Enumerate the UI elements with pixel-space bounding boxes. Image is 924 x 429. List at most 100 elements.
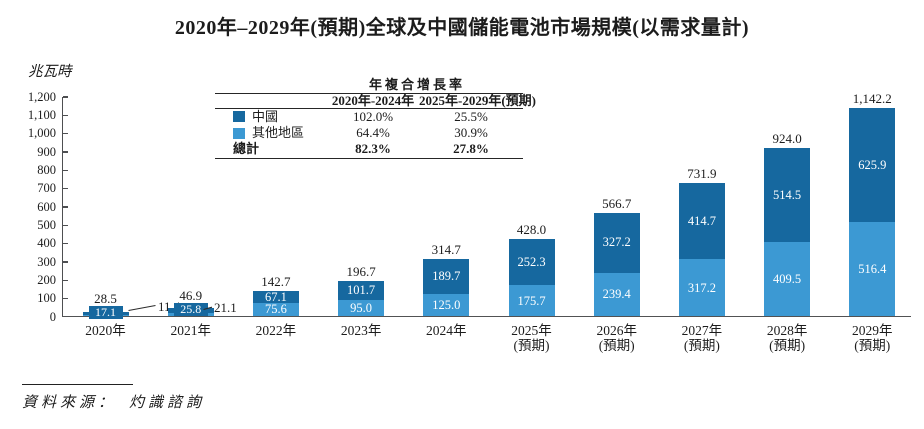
source-note: 資料來源： 灼識諮詢 <box>22 391 205 412</box>
x-axis-label: 2023年 <box>340 322 382 338</box>
y-tick-mark-icon <box>63 133 68 135</box>
cagr-table: 年複合增長率 2020年-2024年 2025年-2029年(預期) 中國 10… <box>215 77 536 159</box>
y-tick-label: 400 <box>37 236 56 251</box>
cagr-row-china: 中國 102.0% 25.5% <box>215 109 523 125</box>
bar-value-other: 409.5 <box>773 271 802 286</box>
y-tick-label: 900 <box>37 144 56 159</box>
bar-value-china: 414.7 <box>687 213 716 228</box>
bar-value-other: 95.0 <box>350 300 373 315</box>
bar-segment-china <box>252 290 299 304</box>
y-tick-mark-icon <box>63 279 68 281</box>
bar-segment-other <box>508 284 555 317</box>
legend-item-china: 中國 <box>215 109 327 125</box>
y-tick-label: 800 <box>37 162 56 177</box>
x-axis-sublabel: (預期) <box>513 338 550 353</box>
y-axis-line <box>62 96 64 317</box>
x-axis-label: 2021年 <box>170 322 211 338</box>
y-tick-label: 700 <box>37 181 56 196</box>
y-tick-mark-icon <box>63 243 68 245</box>
y-tick-label: 500 <box>37 217 56 232</box>
bar-total-label: 1,142.2 <box>852 90 892 106</box>
x-axis-label: 2020年 <box>85 322 126 338</box>
bar-value-china: 514.5 <box>773 187 802 202</box>
y-tick-label: 600 <box>37 199 56 214</box>
x-axis-sublabel: (預期) <box>854 338 891 353</box>
cagr-column-2025-2029: 2025年-2029年(預期) <box>419 93 536 108</box>
bar-segment-other <box>593 273 640 317</box>
y-tick-label: 1,100 <box>27 107 56 122</box>
x-axis-sublabel: (預期) <box>598 338 635 353</box>
bar-value-china-chip: 25.8 <box>173 303 208 316</box>
bar-segment-china <box>508 238 555 285</box>
bar-value-china-chip: 17.1 <box>88 306 123 319</box>
y-tick-mark-icon <box>63 114 68 116</box>
bar-total-label: 566.7 <box>602 196 632 212</box>
x-axis-label: 2026年 <box>596 322 637 338</box>
bar-segment-china <box>678 182 725 259</box>
legend-label-other: 其他地區 <box>252 124 305 140</box>
cagr-value: 25.5% <box>454 108 488 124</box>
table-rule-mid <box>215 107 523 109</box>
bar-total-label: 731.9 <box>687 165 717 181</box>
x-axis-label: 2028年 <box>766 322 808 338</box>
y-tick-label: 100 <box>37 291 56 306</box>
x-axis-label: 2025年 <box>511 322 552 338</box>
bar-total-label: 924.0 <box>772 130 802 146</box>
cagr-total-label: 總計 <box>233 141 260 157</box>
bar-total-label: 314.7 <box>431 242 461 258</box>
bar-value-china: 67.1 <box>264 289 287 304</box>
y-tick-mark-icon <box>63 151 68 153</box>
cagr-table-header: 年複合增長率 <box>368 77 465 92</box>
callout-leader-line <box>128 304 156 312</box>
bar-segment-other <box>849 222 896 317</box>
y-tick-label: 300 <box>37 254 56 269</box>
y-tick-mark-icon <box>63 298 68 300</box>
bar-value-china: 327.2 <box>602 235 631 250</box>
legend-swatch-other-icon <box>233 127 245 139</box>
bar-value-other: 175.7 <box>517 293 546 308</box>
bar-value-other: 75.6 <box>264 302 287 317</box>
cagr-value: 27.8% <box>453 141 489 157</box>
x-axis-sublabel: (預期) <box>769 338 806 353</box>
y-tick-mark-icon <box>63 206 68 208</box>
y-tick-label: 200 <box>37 272 56 287</box>
bar-segment-other <box>338 299 385 317</box>
y-tick-label: 1,000 <box>27 126 56 141</box>
cagr-value: 30.9% <box>454 124 488 140</box>
bar-segment-other <box>678 258 725 317</box>
x-axis-label: 2027年 <box>681 322 723 338</box>
bar-segment-other <box>423 294 470 317</box>
table-rule-bottom <box>215 157 523 159</box>
bar-value-other: 239.4 <box>602 287 631 302</box>
y-tick-label: 0 <box>49 309 56 324</box>
bar-value-other: 125.0 <box>432 298 461 313</box>
bar-value-china: 625.9 <box>858 157 887 172</box>
bar-value-china: 252.3 <box>517 254 546 269</box>
bar-total-label: 46.9 <box>179 287 203 303</box>
bar-total-label: 28.5 <box>94 290 117 306</box>
bar-total-label: 196.7 <box>346 263 376 279</box>
cagr-value: 82.3% <box>355 141 391 157</box>
bar-segment-china <box>764 147 811 242</box>
y-tick-mark-icon <box>63 96 68 98</box>
cagr-row-other: 其他地區 64.4% 30.9% <box>215 125 523 141</box>
source-divider <box>22 384 133 386</box>
bar-segment-china <box>593 213 640 274</box>
bar-value-china: 189.7 <box>432 269 461 284</box>
cagr-column-header-row: 2020年-2024年 2025年-2029年(預期) <box>215 93 536 108</box>
cagr-value: 102.0% <box>352 108 394 124</box>
bar-total-label: 142.7 <box>261 273 291 289</box>
bar-segment-other <box>764 241 811 317</box>
legend-item-other: 其他地區 <box>215 125 327 141</box>
bar-segment-china <box>423 259 470 295</box>
bar-value-other: 516.4 <box>858 262 887 277</box>
y-axis-unit-label: 兆瓦時 <box>28 64 72 80</box>
x-axis-label: 2024年 <box>426 322 467 338</box>
x-axis-label: 2022年 <box>255 322 297 338</box>
bar-value-other: 317.2 <box>687 280 716 295</box>
bar-value-china: 101.7 <box>347 282 376 297</box>
legend-swatch-china-icon <box>233 111 245 123</box>
bar-segment-china <box>849 107 896 223</box>
bar-segment-other <box>252 303 299 317</box>
